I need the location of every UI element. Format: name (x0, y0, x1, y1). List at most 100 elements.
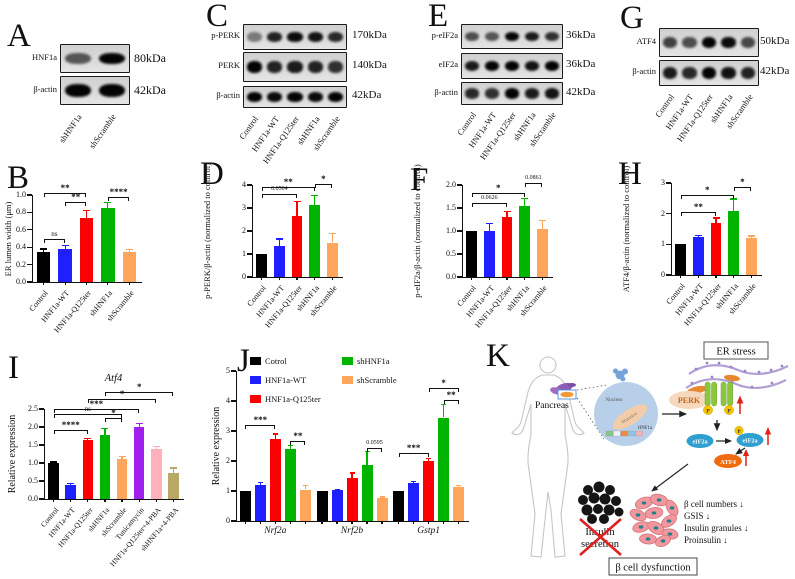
sig-bracket-end (65, 201, 67, 206)
y-tick (231, 460, 236, 462)
sig-label: **** (109, 186, 128, 197)
blot-band (504, 31, 520, 42)
error-bar (458, 485, 460, 488)
error-bar (750, 236, 752, 239)
x-axis (461, 277, 553, 279)
sig-label: * (704, 185, 710, 196)
perk-label: PERK (678, 396, 701, 405)
blot-band (544, 88, 560, 99)
sig-bracket-end (750, 186, 752, 191)
panel-letter-J: J (237, 343, 250, 379)
error-cap (84, 438, 92, 440)
error-bar (697, 235, 699, 237)
panel-K: Pancreas Nucleus Mutation HNF1a ER stres… (511, 341, 789, 576)
x-tick (413, 521, 415, 524)
y-tick-label: 1.5 (28, 440, 38, 449)
sig-label: *** (253, 415, 268, 425)
error-bar (138, 423, 140, 427)
phospho-icon (734, 426, 744, 435)
sig-label: ** (283, 176, 293, 187)
y-tick (39, 444, 44, 446)
blot-band (267, 61, 283, 73)
y-tick-label: 0 (661, 270, 665, 279)
x-tick (443, 521, 445, 524)
outcome-item: Insulin granules ↓ (684, 523, 749, 533)
error-cap (169, 467, 177, 469)
x-tick (64, 282, 66, 285)
sig-bracket-end (43, 193, 45, 198)
eif2a-p-label: eIF2a (742, 438, 757, 445)
bar-shHNF1a-Nrf2b (361, 464, 373, 521)
x-tick (52, 499, 55, 502)
blot-band (484, 31, 500, 42)
x-tick (70, 499, 72, 502)
protein-label: HNF1a (31, 51, 57, 62)
y-tick (247, 253, 252, 255)
arrow-eif2a-to-atf4 (735, 447, 746, 455)
bar-shHNF1a-Nrf2a (284, 449, 296, 521)
blot-band (287, 92, 303, 102)
kda-label: 42kDa (566, 85, 596, 98)
bar-shScramble (326, 242, 338, 277)
y-tick-label: 0.0 (16, 277, 26, 286)
panel-B: B Control HNF1a-WT HNF1a-Q125ter shHNF1a shSc… (0, 150, 200, 348)
eif2a-label: eIF2a (692, 439, 707, 446)
error-bar (128, 249, 130, 253)
sig-bracket (471, 192, 525, 194)
blot-band (267, 31, 283, 43)
y-tick (231, 370, 236, 372)
x-tick (85, 282, 88, 285)
sig-bracket (398, 452, 429, 454)
error-cap (152, 446, 160, 448)
blot-band (246, 61, 262, 73)
x-axis (31, 282, 142, 284)
y-tick (247, 184, 252, 186)
sig-label: * (321, 173, 326, 184)
blot-band (464, 88, 480, 99)
phospho-label: P (737, 430, 740, 435)
sig-label: 0.0861 (525, 175, 542, 182)
bar-HNF1a-Q125ter (291, 216, 303, 277)
x-tick (304, 521, 306, 524)
y-tick (666, 274, 671, 276)
x-tick (524, 277, 526, 280)
blot-band (287, 31, 303, 43)
sig-bracket-end (104, 391, 107, 396)
y-tick-label: 1 (661, 239, 665, 249)
bar-shHNF1a (519, 205, 531, 277)
sig-bracket-end (732, 195, 734, 200)
error-cap (302, 485, 308, 487)
bar-shHNF1a (309, 204, 321, 277)
sig-bracket-end (523, 192, 525, 197)
sig-bracket-end (457, 400, 459, 405)
blot-band (682, 36, 697, 49)
y-tick-label: 0.8 (16, 207, 26, 217)
y-tick-label: 3 (661, 178, 665, 187)
kda-label: 140kDa (352, 59, 387, 71)
y-axis (235, 371, 237, 523)
x-tick (274, 521, 276, 524)
sig-bracket-end (524, 183, 526, 188)
blot-band (721, 36, 736, 49)
x-tick (87, 499, 89, 502)
bar-HNF1a-WT (58, 248, 72, 282)
panel-D: D Control HNF1a-WT HNF1a-Q125ter shHNF1a shSc… (195, 150, 407, 348)
sig-label: ** (693, 202, 703, 213)
error-bar (289, 445, 291, 449)
protein-label: β-actin (434, 86, 458, 97)
blot-band (246, 31, 262, 43)
sig-bracket (53, 414, 123, 416)
y-tick-label: 0.6 (16, 224, 26, 234)
panel-letter-B: B (7, 160, 30, 196)
x-tick (296, 277, 298, 280)
sig-bracket-end (138, 409, 140, 413)
error-cap (349, 472, 355, 474)
panel-letter-A: A (7, 18, 31, 54)
sig-bracket-end (428, 387, 430, 392)
sig-label: ** (293, 430, 303, 441)
blot-box (243, 86, 347, 108)
kda-label: 42kDa (352, 89, 382, 101)
x-tick (366, 521, 368, 524)
error-bar (85, 210, 88, 218)
bar-Cotrol-Nrf2a (239, 491, 251, 521)
